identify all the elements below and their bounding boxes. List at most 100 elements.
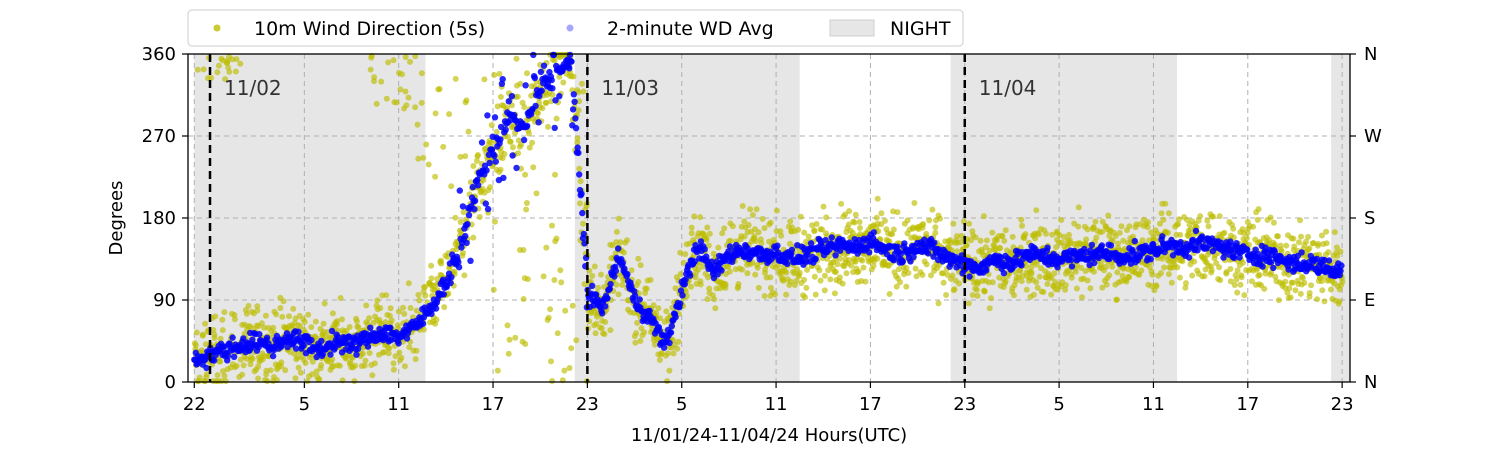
wind-5s-point bbox=[239, 371, 246, 378]
wind-5s-point bbox=[1301, 279, 1308, 286]
wind-5s-point bbox=[1321, 298, 1328, 305]
wind-2min-avg-point bbox=[592, 291, 600, 298]
wind-5s-point bbox=[396, 349, 403, 356]
wind-5s-point bbox=[305, 311, 312, 318]
wind-2min-avg-point bbox=[788, 246, 796, 253]
wind-5s-point bbox=[212, 313, 219, 320]
wind-5s-point bbox=[280, 298, 287, 305]
wind-5s-point bbox=[1339, 278, 1346, 285]
wind-5s-point bbox=[523, 200, 530, 206]
wind-5s-point bbox=[202, 320, 209, 327]
wind-5s-point bbox=[1337, 248, 1344, 255]
wind-5s-point bbox=[222, 76, 229, 83]
wind-2min-avg-point bbox=[532, 102, 539, 110]
wind-2min-avg-point bbox=[807, 240, 815, 247]
wind-5s-point bbox=[1146, 237, 1153, 244]
wind-5s-point bbox=[433, 316, 440, 323]
wind-5s-point bbox=[928, 272, 934, 279]
wind-2min-avg-point bbox=[897, 251, 904, 258]
wind-5s-point bbox=[543, 99, 550, 106]
wind-2min-avg-point bbox=[1088, 241, 1096, 249]
wind-5s-point bbox=[862, 278, 869, 285]
wind-5s-point bbox=[387, 305, 394, 312]
wind-5s-point bbox=[1184, 216, 1190, 223]
wind-5s-point bbox=[512, 334, 519, 341]
wind-5s-point bbox=[1093, 234, 1100, 241]
wind-5s-point bbox=[270, 324, 277, 331]
wind-5s-point bbox=[561, 367, 568, 374]
wind-5s-point bbox=[943, 292, 950, 298]
wind-5s-point bbox=[352, 362, 359, 369]
wind-5s-point bbox=[386, 312, 393, 319]
wind-5s-point bbox=[529, 139, 536, 146]
x-tick-label: 23 bbox=[576, 394, 599, 415]
wind-5s-point bbox=[797, 213, 804, 220]
wind-2min-avg-point bbox=[520, 136, 528, 144]
wind-5s-point bbox=[1084, 277, 1091, 284]
wind-5s-point bbox=[897, 279, 903, 286]
wind-5s-point bbox=[366, 350, 373, 356]
wind-5s-point bbox=[1161, 264, 1168, 271]
wind-5s-point bbox=[580, 88, 587, 95]
wind-5s-point bbox=[588, 310, 595, 317]
wind-2min-avg-point bbox=[589, 282, 596, 289]
wind-5s-point bbox=[812, 291, 819, 298]
wind-2min-avg-point bbox=[602, 303, 609, 310]
wind-2min-avg-point bbox=[570, 91, 577, 98]
wind-2min-avg-point bbox=[1325, 257, 1333, 264]
y2-tick-label: W bbox=[1364, 126, 1382, 147]
wind-5s-point bbox=[1208, 267, 1215, 274]
wind-5s-point bbox=[1034, 284, 1041, 291]
wind-5s-point bbox=[1303, 238, 1309, 245]
wind-5s-point bbox=[725, 263, 732, 270]
wind-2min-avg-point bbox=[1220, 254, 1227, 261]
wind-2min-avg-point bbox=[483, 167, 490, 174]
wind-5s-point bbox=[1286, 285, 1293, 292]
wind-5s-point bbox=[739, 266, 746, 273]
wind-2min-avg-point bbox=[672, 314, 679, 321]
wind-5s-point bbox=[940, 279, 947, 286]
wind-2min-avg-point bbox=[983, 267, 990, 274]
wind-5s-point bbox=[1145, 219, 1151, 226]
wind-5s-point bbox=[643, 285, 650, 292]
wind-5s-point bbox=[1283, 242, 1290, 249]
wind-5s-point bbox=[857, 225, 863, 231]
wind-5s-point bbox=[1204, 217, 1211, 224]
wind-5s-point bbox=[496, 70, 503, 77]
wind-5s-point bbox=[1262, 270, 1269, 277]
wind-2min-avg-point bbox=[550, 51, 558, 59]
wind-5s-point bbox=[554, 330, 561, 337]
wind-5s-point bbox=[752, 271, 759, 278]
wind-5s-point bbox=[318, 362, 325, 368]
wind-5s-point bbox=[428, 262, 435, 269]
wind-5s-point bbox=[470, 234, 477, 241]
wind-5s-point bbox=[1120, 264, 1127, 271]
wind-5s-point bbox=[1164, 229, 1171, 236]
wind-5s-point bbox=[1298, 233, 1304, 240]
wind-5s-point bbox=[320, 320, 327, 327]
wind-5s-point bbox=[819, 226, 825, 233]
wind-5s-point bbox=[390, 366, 397, 373]
wind-5s-point bbox=[402, 88, 409, 95]
wind-2min-avg-point bbox=[822, 237, 829, 244]
wind-5s-point bbox=[262, 312, 269, 319]
wind-2min-avg-point bbox=[224, 352, 232, 360]
wind-5s-point bbox=[682, 251, 689, 258]
wind-2min-avg-point bbox=[606, 285, 613, 293]
wind-5s-point bbox=[329, 310, 336, 317]
wind-5s-point bbox=[874, 255, 881, 262]
wind-5s-point bbox=[745, 222, 752, 228]
wind-5s-point bbox=[904, 217, 911, 224]
wind-5s-point bbox=[674, 345, 681, 352]
wind-2min-avg-point bbox=[531, 74, 538, 82]
wind-2min-avg-point bbox=[522, 82, 529, 89]
wind-2min-avg-point bbox=[263, 334, 271, 341]
wind-2min-avg-point bbox=[364, 343, 372, 350]
wind-5s-point bbox=[1238, 274, 1245, 281]
wind-5s-point bbox=[663, 308, 670, 315]
y2-tick-label: N bbox=[1364, 44, 1377, 65]
wind-5s-point bbox=[1331, 229, 1338, 236]
wind-2min-avg-point bbox=[569, 106, 577, 113]
wind-5s-point bbox=[1058, 217, 1065, 223]
wind-5s-point bbox=[595, 284, 602, 291]
